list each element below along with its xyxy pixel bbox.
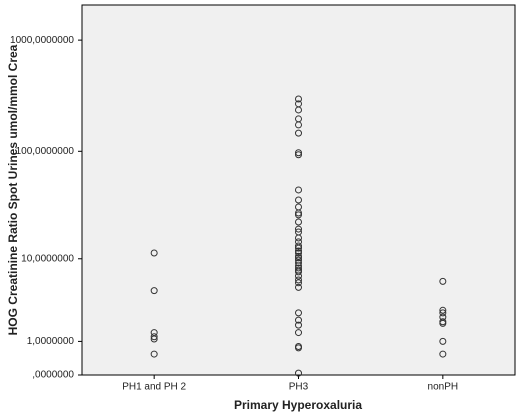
y-axis-title: HOG Creatinine Ratio Spot Urines umol/mm… [6, 44, 20, 335]
point [150, 335, 158, 343]
point [295, 106, 302, 114]
point [295, 242, 302, 250]
point [295, 321, 302, 329]
point [295, 209, 302, 217]
x-tick-label: PH3 [289, 382, 309, 393]
point [295, 329, 302, 337]
point [295, 264, 302, 272]
y-tick-label: 100,0000000 [16, 146, 75, 157]
point [295, 218, 302, 226]
point [295, 276, 302, 284]
point [295, 129, 302, 137]
point [439, 277, 447, 285]
y-tick-label: 10,0000000 [21, 253, 74, 264]
point [295, 234, 302, 242]
point [295, 211, 302, 219]
y-tick-label: 1,0000000 [27, 336, 75, 347]
point [150, 287, 158, 295]
point [295, 95, 302, 103]
point [295, 121, 302, 129]
point [150, 333, 158, 341]
point [439, 350, 447, 358]
point [295, 309, 302, 317]
point [295, 249, 302, 257]
point [295, 344, 302, 352]
point [295, 151, 302, 159]
point [295, 186, 302, 194]
point [295, 254, 302, 262]
y-tick-label: ,0000000 [32, 370, 74, 381]
point [439, 306, 447, 314]
point [150, 350, 158, 358]
plot-area [81, 4, 516, 376]
point [439, 309, 447, 317]
y-tick-label: 1000,0000000 [10, 35, 74, 46]
point [295, 272, 302, 280]
point [295, 316, 302, 324]
point [295, 268, 302, 276]
x-axis-title: Primary Hyperoxaluria [234, 398, 362, 412]
point [295, 279, 302, 287]
point [295, 259, 302, 267]
x-tick-label: PH1 and PH 2 [122, 382, 186, 393]
point [295, 283, 302, 291]
point [295, 247, 302, 255]
x-tick-label: nonPH [428, 382, 459, 393]
point [150, 249, 158, 257]
point [295, 196, 302, 204]
point [295, 244, 302, 252]
point [439, 319, 447, 327]
point [295, 369, 302, 377]
point [439, 337, 447, 345]
point [295, 225, 302, 233]
point [295, 149, 302, 157]
